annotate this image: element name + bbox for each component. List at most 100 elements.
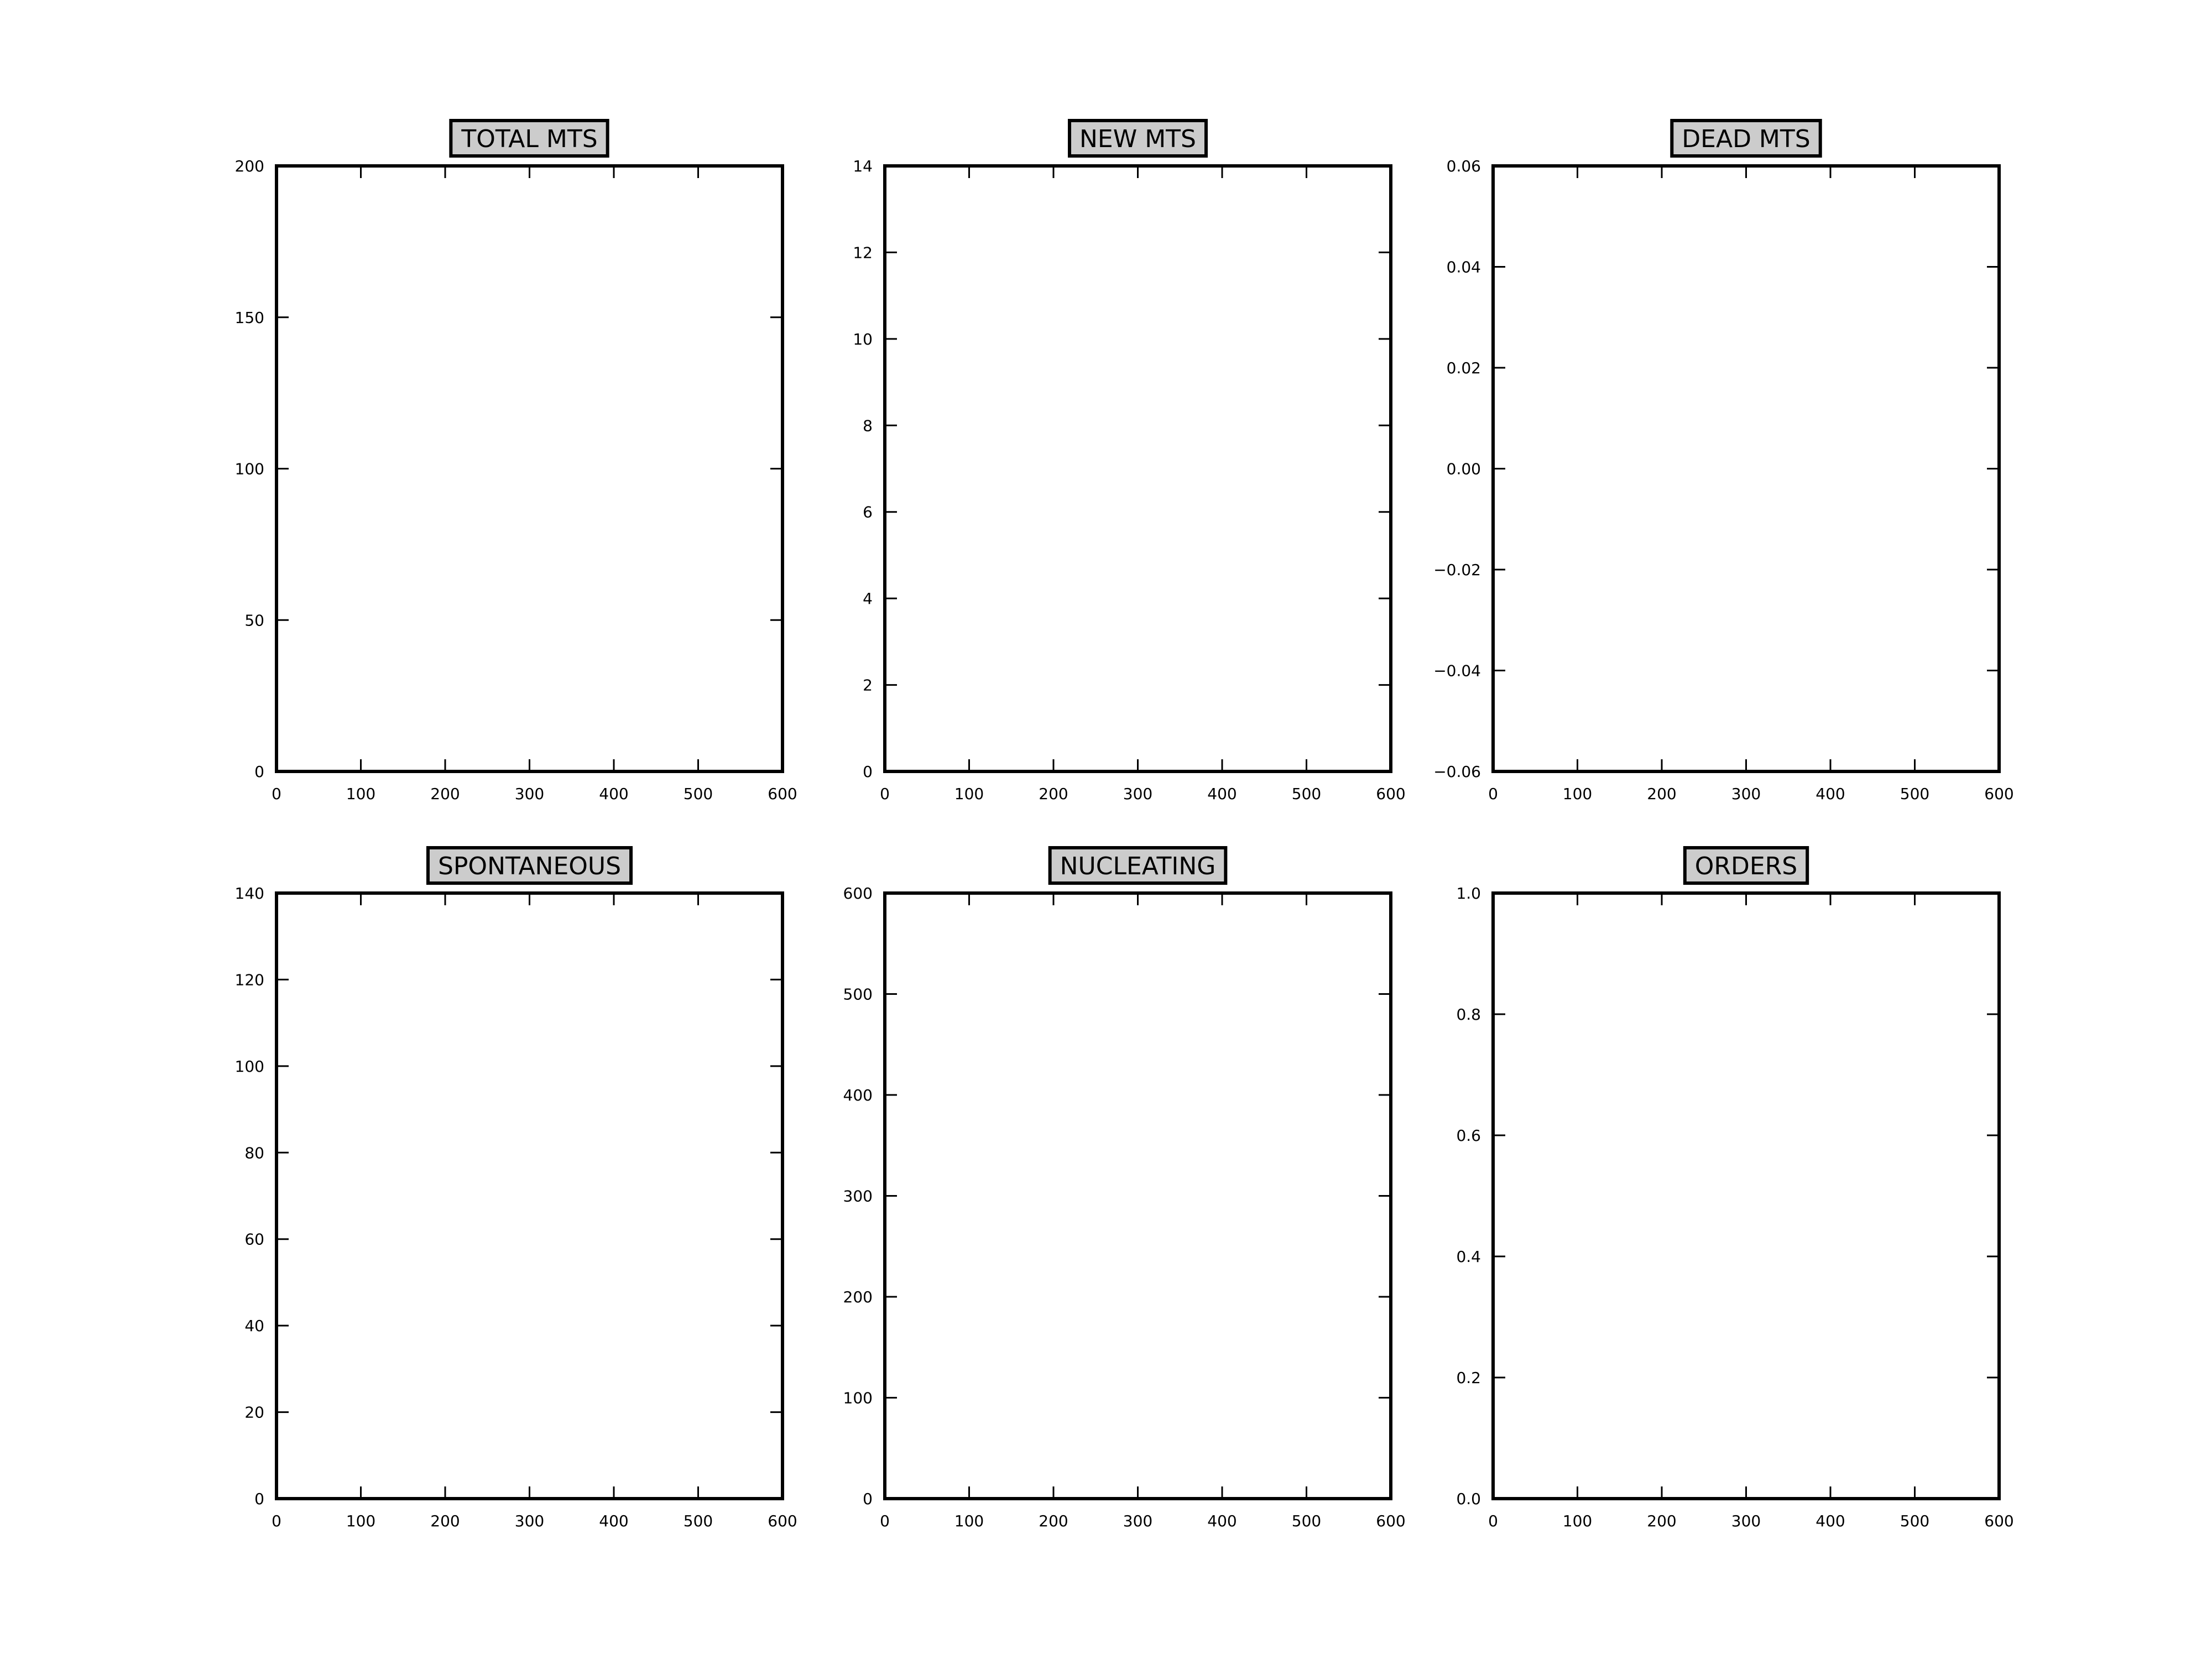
total-mts-x-tick-label: 600 bbox=[768, 785, 797, 803]
total-mts-y-tick-label: 50 bbox=[244, 611, 264, 629]
nucleating-x-tick-label: 600 bbox=[1376, 1512, 1405, 1530]
total-mts-title: TOTAL MTS bbox=[461, 125, 597, 153]
new-mts-axes-frame bbox=[883, 164, 1392, 773]
nucleating-x-tick-label: 200 bbox=[1039, 1512, 1068, 1530]
nucleating-x-tick-label: 0 bbox=[880, 1512, 890, 1530]
spontaneous-y-tick-label: 20 bbox=[244, 1404, 264, 1422]
nucleating-title: NUCLEATING bbox=[1060, 852, 1216, 880]
total-mts-x-tick-label: 100 bbox=[346, 785, 375, 803]
panel-new-mts: 0 100 200 300 400 500 600 0 2 4 6 8 10 12 14 NEW MTS bbox=[853, 119, 1406, 803]
new-mts-y-tick-label: 6 bbox=[863, 503, 873, 521]
new-mts-y-tick-label: 8 bbox=[863, 416, 873, 435]
new-mts-y-tick-label: 10 bbox=[853, 330, 873, 348]
orders-x-tick-label: 100 bbox=[1563, 1512, 1592, 1530]
spontaneous-x-tick-label: 500 bbox=[684, 1512, 713, 1530]
orders-x-tick-label: 300 bbox=[1731, 1512, 1761, 1530]
nucleating-y-tick-label: 400 bbox=[843, 1086, 873, 1104]
orders-x-tick-label: 0 bbox=[1488, 1512, 1498, 1530]
dead-mts-x-tick-label: 0 bbox=[1488, 785, 1498, 803]
spontaneous-y-tick-label: 120 bbox=[235, 971, 264, 989]
nucleating-y-tick-label: 200 bbox=[843, 1288, 873, 1306]
orders-x-tick-label: 400 bbox=[1815, 1512, 1845, 1530]
new-mts-y-tick-label: 4 bbox=[863, 589, 873, 608]
spontaneous-y-tick-label: 80 bbox=[244, 1144, 264, 1162]
orders-x-tick-label: 200 bbox=[1647, 1512, 1676, 1530]
nucleating-y-tick-label: 600 bbox=[843, 884, 873, 902]
spontaneous-y-tick-label: 100 bbox=[235, 1057, 264, 1076]
new-mts-y-tick-label: 14 bbox=[853, 157, 873, 175]
new-mts-x-tick-label: 0 bbox=[880, 785, 890, 803]
panel-total-mts: 0 100 200 300 400 500 600 0 50 100 150 200 TOTAL MTS bbox=[235, 119, 797, 803]
dead-mts-y-tick-label: −0.02 bbox=[1433, 561, 1481, 579]
dead-mts-y-tick-label: −0.04 bbox=[1433, 662, 1481, 680]
nucleating-x-tick-label: 400 bbox=[1207, 1512, 1237, 1530]
orders-x-tick-label: 500 bbox=[1900, 1512, 1929, 1530]
total-mts-x-tick-label: 0 bbox=[272, 785, 281, 803]
spontaneous-y-tick-label: 40 bbox=[244, 1317, 264, 1335]
nucleating-y-tick-label: 100 bbox=[843, 1389, 873, 1407]
spontaneous-title-box bbox=[426, 846, 633, 885]
new-mts-x-tick-label: 400 bbox=[1207, 785, 1237, 803]
dead-mts-x-tick-label: 100 bbox=[1563, 785, 1592, 803]
dead-mts-x-tick-label: 400 bbox=[1815, 785, 1845, 803]
panel-nucleating: 0 100 200 300 400 500 600 0 100 200 300 400 500 600 NU… bbox=[843, 846, 1406, 1530]
panel-orders: 0 100 200 300 400 500 600 0.0 0.2 0.4 0.6 0.8 1.0 ORD… bbox=[1456, 846, 2014, 1530]
nucleating-title-box bbox=[1048, 846, 1228, 885]
total-mts-x-tick-label: 200 bbox=[430, 785, 460, 803]
dead-mts-title-box bbox=[1670, 119, 1822, 158]
orders-title-box bbox=[1683, 846, 1809, 885]
spontaneous-x-tick-label: 400 bbox=[599, 1512, 628, 1530]
new-mts-x-tick-label: 500 bbox=[1292, 785, 1321, 803]
new-mts-y-tick-label: 2 bbox=[863, 676, 873, 695]
spontaneous-title: SPONTANEOUS bbox=[438, 852, 621, 880]
orders-y-tick-label: 0.0 bbox=[1456, 1490, 1481, 1508]
orders-y-tick-label: 1.0 bbox=[1456, 884, 1481, 902]
new-mts-y-tick-label: 0 bbox=[863, 763, 873, 781]
orders-axes-frame bbox=[1491, 891, 2001, 1500]
spontaneous-x-tick-label: 300 bbox=[515, 1512, 544, 1530]
new-mts-title-box bbox=[1068, 119, 1208, 158]
dead-mts-x-tick-label: 500 bbox=[1900, 785, 1929, 803]
panel-dead-mts: 0 100 200 300 400 500 600 −0.06 −0.04 −0.02 0.00 0.… bbox=[1433, 119, 2014, 803]
dead-mts-y-tick-label: 0.06 bbox=[1447, 157, 1481, 175]
new-mts-y-tick-label: 12 bbox=[853, 243, 873, 262]
dead-mts-x-tick-label: 600 bbox=[1984, 785, 2013, 803]
dead-mts-axes-frame bbox=[1491, 164, 2001, 773]
total-mts-x-tick-label: 500 bbox=[684, 785, 713, 803]
nucleating-axes-frame bbox=[883, 891, 1392, 1500]
total-mts-x-tick-label: 300 bbox=[515, 785, 544, 803]
total-mts-y-tick-label: 100 bbox=[235, 460, 264, 478]
nucleating-x-tick-label: 300 bbox=[1123, 1512, 1152, 1530]
spontaneous-x-tick-label: 200 bbox=[430, 1512, 460, 1530]
orders-title: ORDERS bbox=[1695, 852, 1797, 880]
nucleating-y-tick-label: 500 bbox=[843, 985, 873, 1004]
dead-mts-y-tick-label: 0.02 bbox=[1447, 359, 1481, 377]
orders-y-tick-label: 0.8 bbox=[1456, 1005, 1481, 1024]
dead-mts-y-tick-label: 0.00 bbox=[1447, 460, 1481, 478]
dead-mts-y-tick-label: 0.04 bbox=[1447, 258, 1481, 276]
total-mts-x-tick-label: 400 bbox=[599, 785, 628, 803]
orders-x-tick-label: 600 bbox=[1984, 1512, 2013, 1530]
nucleating-x-tick-label: 500 bbox=[1292, 1512, 1321, 1530]
total-mts-y-tick-label: 200 bbox=[235, 157, 264, 175]
orders-y-tick-label: 0.4 bbox=[1456, 1248, 1481, 1266]
spontaneous-axes-frame bbox=[275, 891, 784, 1500]
total-mts-y-tick-label: 0 bbox=[254, 763, 264, 781]
spontaneous-y-tick-label: 60 bbox=[244, 1230, 264, 1249]
panel-spontaneous: 0 100 200 300 400 500 600 0 20 40 60 80 100 120 140 SPO… bbox=[235, 846, 797, 1530]
new-mts-x-tick-label: 200 bbox=[1039, 785, 1068, 803]
dead-mts-x-tick-label: 200 bbox=[1647, 785, 1676, 803]
spontaneous-y-tick-label: 140 bbox=[235, 884, 264, 902]
total-mts-y-tick-label: 150 bbox=[235, 309, 264, 327]
nucleating-y-tick-label: 300 bbox=[843, 1187, 873, 1206]
dead-mts-x-tick-label: 300 bbox=[1731, 785, 1761, 803]
dead-mts-title: DEAD MTS bbox=[1682, 125, 1810, 153]
nucleating-y-tick-label: 0 bbox=[863, 1490, 873, 1508]
new-mts-x-tick-label: 300 bbox=[1123, 785, 1152, 803]
orders-y-tick-label: 0.2 bbox=[1456, 1369, 1481, 1387]
spontaneous-x-tick-label: 0 bbox=[272, 1512, 281, 1530]
spontaneous-x-tick-label: 600 bbox=[768, 1512, 797, 1530]
spontaneous-y-tick-label: 0 bbox=[254, 1490, 264, 1508]
total-mts-title-box bbox=[449, 119, 609, 158]
